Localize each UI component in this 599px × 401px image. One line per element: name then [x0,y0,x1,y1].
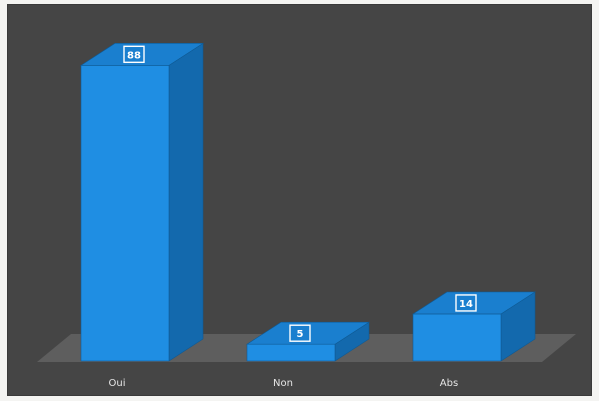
bar-front-non [247,344,335,361]
category-label-non: Non [273,378,293,389]
data-label-abs: 14 [459,299,473,310]
bars-group [81,43,535,361]
category-label-abs: Abs [440,378,458,389]
data-label-non: 5 [297,329,304,340]
bar-side-oui [169,43,203,361]
bar-front-oui [81,65,169,361]
data-label-oui: 88 [127,50,141,61]
bar-front-abs [413,314,501,361]
category-label-oui: Oui [109,378,126,389]
bar-oui [81,43,203,361]
